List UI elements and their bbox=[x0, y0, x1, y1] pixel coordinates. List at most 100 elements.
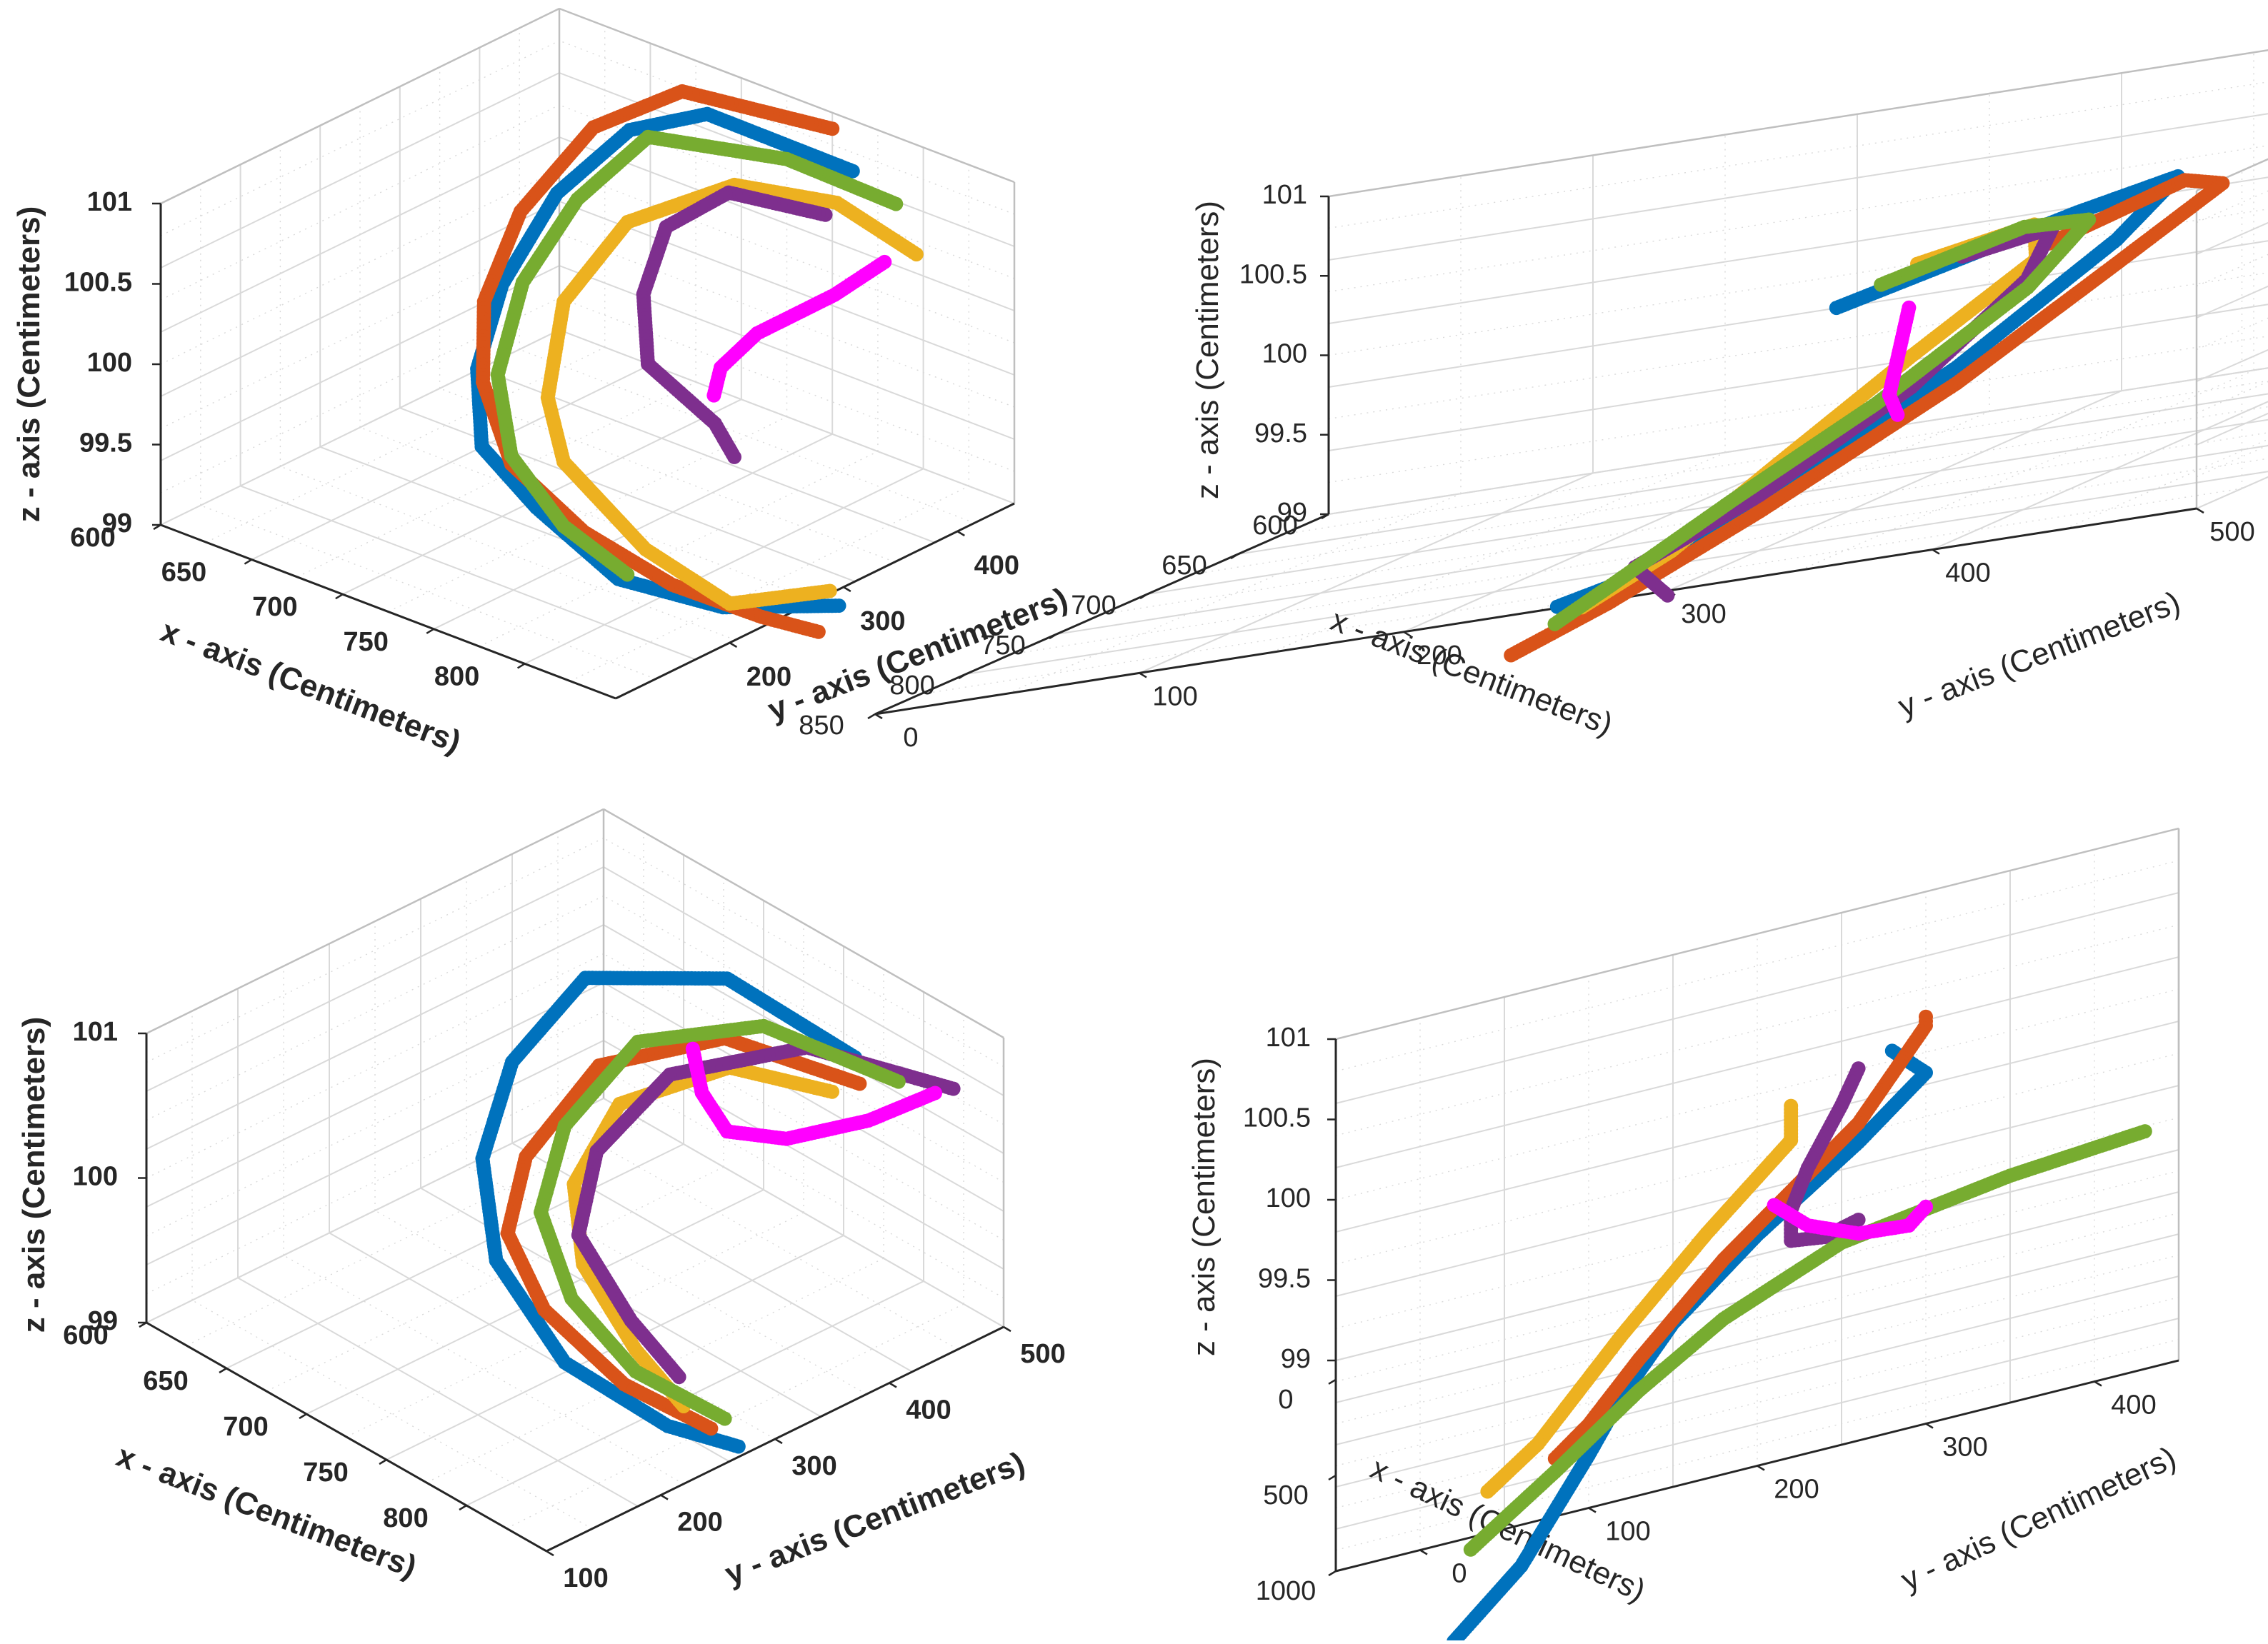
x-axis-label: x - axis (Centimeters) bbox=[112, 1438, 421, 1585]
z-tick-label: 100.5 bbox=[1243, 1103, 1311, 1133]
y-tick bbox=[661, 1495, 668, 1500]
x-tick-label: 700 bbox=[223, 1412, 268, 1442]
grid-line bbox=[1329, 245, 2268, 451]
box-edge bbox=[146, 809, 604, 1033]
z-tick-label: 101 bbox=[87, 187, 132, 217]
y-tick-label: 500 bbox=[1020, 1339, 1065, 1369]
y-axis-label: y - axis (Centimeters) bbox=[1896, 1440, 2182, 1598]
x-tick bbox=[518, 663, 525, 668]
series-blue bbox=[470, 107, 860, 615]
y-tick bbox=[546, 1551, 554, 1555]
x-tick bbox=[1329, 1571, 1336, 1575]
grid-line bbox=[559, 330, 1014, 503]
x-tick-label: 750 bbox=[343, 627, 388, 657]
x-tick bbox=[459, 1505, 466, 1510]
grid-line bbox=[1336, 893, 2179, 1103]
data-point bbox=[1464, 1543, 1478, 1557]
y-tick-label: 300 bbox=[860, 606, 905, 636]
x-tick-label: 0 bbox=[1278, 1385, 1293, 1415]
x-axis-line bbox=[146, 1323, 546, 1551]
y-tick bbox=[1757, 1466, 1764, 1470]
grid-line bbox=[1329, 214, 2268, 419]
grid-line bbox=[360, 428, 815, 601]
y-tick-label: 0 bbox=[1452, 1559, 1467, 1589]
data-point bbox=[620, 567, 634, 581]
data-point bbox=[1548, 617, 1562, 631]
x-tick bbox=[299, 1414, 306, 1418]
y-tick-label: 200 bbox=[1774, 1475, 1819, 1505]
y-tick-label: 0 bbox=[903, 723, 918, 753]
z-tick-label: 99.5 bbox=[79, 428, 132, 458]
y-tick-label: 100 bbox=[1152, 681, 1197, 711]
y-tick-label: 400 bbox=[2111, 1390, 2156, 1420]
y-axis-label: y - axis (Centimeters) bbox=[1894, 585, 2185, 725]
grid-line bbox=[1056, 428, 2268, 634]
z-tick-label: 99.5 bbox=[1254, 418, 1307, 448]
z-tick-label: 100 bbox=[1262, 339, 1307, 369]
data-point bbox=[706, 389, 721, 403]
z-axis-label: z - axis (Centimeters) bbox=[1190, 201, 1225, 499]
grid-line bbox=[2197, 245, 2268, 445]
data-point bbox=[704, 1421, 718, 1435]
z-axis-label: z - axis (Centimeters) bbox=[1187, 1058, 1222, 1356]
y-tick-label: 500 bbox=[2209, 517, 2254, 547]
x-tick-label: 1000 bbox=[1256, 1576, 1317, 1606]
x-tick-label: 650 bbox=[161, 558, 206, 588]
y-tick bbox=[1932, 550, 1939, 554]
x-tick-label: 700 bbox=[252, 592, 297, 622]
y-tick bbox=[889, 1383, 896, 1388]
grid-line bbox=[1336, 957, 2179, 1168]
data-point bbox=[1919, 1200, 1933, 1214]
y-tick-label: 300 bbox=[1681, 599, 1726, 629]
grid-line bbox=[146, 1070, 604, 1294]
y-tick bbox=[775, 1439, 782, 1443]
y-tick-label: 400 bbox=[1945, 558, 1990, 588]
z-tick-label: 100 bbox=[87, 348, 132, 378]
series-magenta bbox=[706, 255, 891, 403]
x-tick bbox=[244, 560, 251, 564]
y-tick bbox=[1926, 1424, 1933, 1428]
x-tick bbox=[868, 714, 875, 718]
y-axis-label: y - axis (Centimeters) bbox=[720, 1445, 1029, 1592]
y-tick bbox=[957, 531, 964, 536]
x-tick-label: 800 bbox=[889, 671, 934, 701]
z-tick-label: 99.5 bbox=[1258, 1264, 1311, 1294]
data-point bbox=[832, 598, 846, 613]
x-axis-label: x - axis (Centimeters) bbox=[156, 613, 466, 760]
x-tick-label: 650 bbox=[143, 1366, 188, 1396]
subplot-bottom-right: 0500100001002003004009999.5100100.5101x … bbox=[1187, 828, 2182, 1640]
z-tick-label: 100.5 bbox=[1239, 259, 1307, 289]
box-edge bbox=[2197, 0, 2268, 191]
data-point bbox=[731, 1439, 746, 1453]
grid-line bbox=[1800, 370, 2254, 570]
subplot-bottom-left: 60065070075080010020030040050099100101x … bbox=[16, 809, 1066, 1593]
x-tick bbox=[379, 1460, 386, 1464]
y-tick bbox=[1589, 1508, 1596, 1513]
data-point bbox=[811, 625, 826, 639]
grid-line bbox=[280, 466, 735, 640]
y-tick bbox=[1004, 1327, 1011, 1331]
grid-line bbox=[1336, 1255, 2179, 1466]
data-point bbox=[823, 583, 837, 598]
x-tick-label: 850 bbox=[799, 711, 844, 741]
z-tick-label: 99 bbox=[1277, 498, 1307, 528]
box-edge bbox=[161, 9, 559, 204]
grid-line bbox=[284, 1255, 684, 1484]
y-tick-label: 200 bbox=[677, 1508, 722, 1538]
y-tick bbox=[844, 587, 851, 591]
y-tick bbox=[2094, 1382, 2102, 1386]
y-tick-label: 400 bbox=[974, 551, 1019, 581]
z-tick-label: 101 bbox=[73, 1017, 118, 1047]
x-tick-label: 800 bbox=[383, 1503, 428, 1533]
grid-line bbox=[226, 1144, 684, 1368]
z-tick-label: 99 bbox=[88, 1306, 118, 1336]
grid-line bbox=[146, 867, 604, 1091]
x-tick-label: 750 bbox=[980, 631, 1025, 661]
y-tick bbox=[1420, 1550, 1427, 1555]
grid-line bbox=[161, 73, 559, 268]
x-tick bbox=[219, 1368, 226, 1373]
z-tick-label: 100 bbox=[73, 1162, 118, 1192]
y-tick-label: 300 bbox=[791, 1451, 836, 1481]
